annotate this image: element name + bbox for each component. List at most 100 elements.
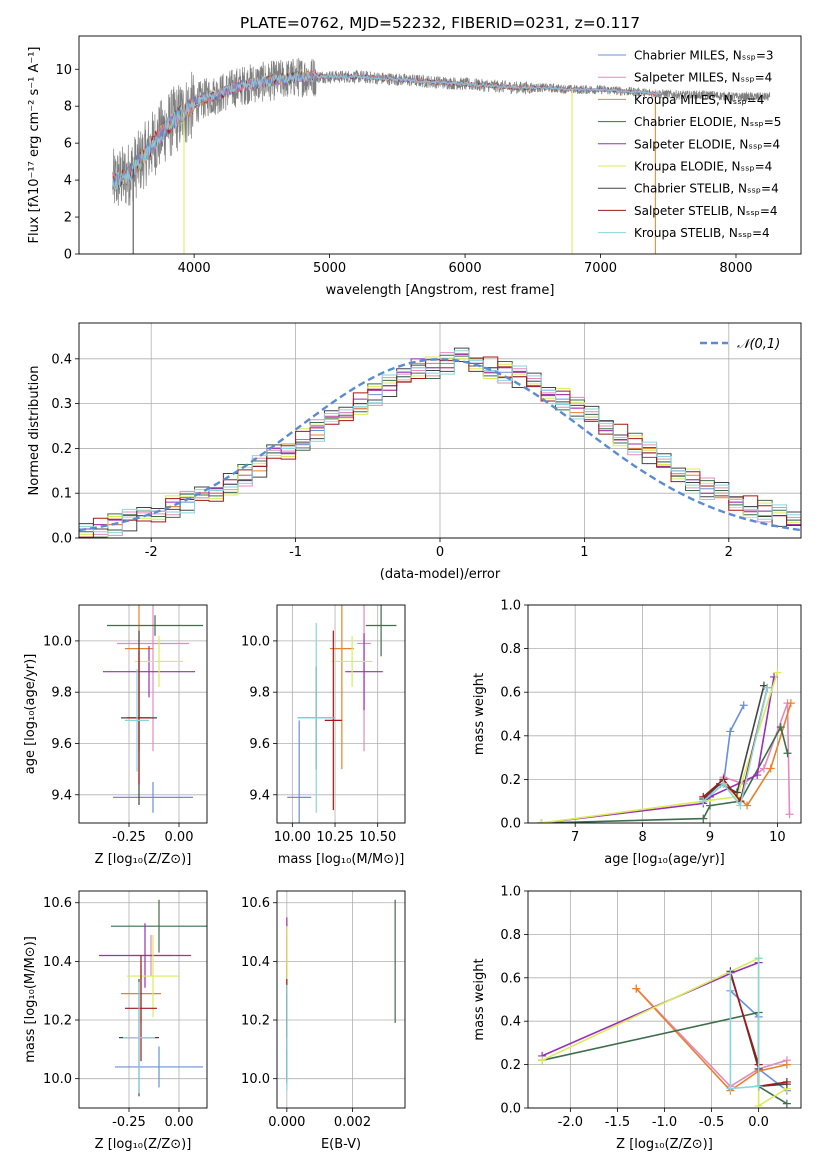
plus-marker xyxy=(759,764,768,773)
plus-marker xyxy=(782,1077,791,1086)
age_vs_mass-plot xyxy=(287,605,397,823)
mass_weight_vs_Z-plot xyxy=(538,954,791,1108)
tick-label-x: 7000 xyxy=(584,261,617,276)
plus-marker xyxy=(699,814,708,823)
plus-marker xyxy=(753,771,762,780)
tick-label-y: 1.0 xyxy=(500,885,521,900)
x-axis-label: age [log₁₀(age/yr)] xyxy=(604,852,725,867)
plus-marker xyxy=(719,779,728,788)
plus-marker xyxy=(754,954,763,963)
mass_vs_Z-plot xyxy=(99,899,207,1097)
plus-marker xyxy=(785,810,794,819)
x-axis-label: Z [log₁₀(Z/Z⊙)] xyxy=(95,852,192,867)
tick-label-y: 10.0 xyxy=(241,1072,270,1087)
plus-marker xyxy=(726,1084,735,1093)
mass_vs_Z-panel: -0.25 0.00 10.0 10.2 10.4 10.6 Z [log₁₀(Z/Z⊙)]… xyxy=(23,890,208,1152)
mass_weight_vs_age-plot xyxy=(537,668,795,823)
figure-title: PLATE=0762, MJD=52232, FIBERID=0231, z=0… xyxy=(240,14,640,32)
tick-label-y: 10.0 xyxy=(241,634,270,649)
tick-label-y: 0.4 xyxy=(500,1015,521,1030)
tick-label-x: -0.25 xyxy=(112,1115,146,1130)
tick-label-y: 9.6 xyxy=(51,737,72,752)
legend-label: Chabrier STELIB, Nₛₛₚ=4 xyxy=(634,182,779,196)
tick-label-y: 0.4 xyxy=(51,352,72,367)
tick-label-y: 0.0 xyxy=(500,1102,521,1117)
tick-label-y: 0.8 xyxy=(500,642,521,657)
x-axis-label: mass [log₁₀(M/M⊙)] xyxy=(278,852,405,867)
histogram-step xyxy=(79,350,801,538)
x-axis-label: Z [log₁₀(Z/Z⊙)] xyxy=(616,1137,713,1152)
y-axis-label: age [log₁₀(age/yr)] xyxy=(23,654,38,775)
plus-marker xyxy=(763,683,772,692)
tick-label-y: 9.4 xyxy=(51,788,72,803)
plus-marker xyxy=(766,764,775,773)
legend-label: Salpeter STELIB, Nₛₛₚ=4 xyxy=(634,204,778,218)
age_vs_Z-panel: -0.25 0.00 9.4 9.6 9.8 10.0 Z [log₁₀(Z/Z⊙)] age… xyxy=(23,604,208,867)
plus-marker xyxy=(537,819,546,823)
y-axis-label: mass weight xyxy=(472,673,487,755)
y-axis-label: Flux [fλ10⁻¹⁷ erg cm⁻² s⁻¹ A⁻¹] xyxy=(27,47,42,244)
plus-marker xyxy=(739,701,748,710)
mass_weight_vs_age-panel: 7 8 9 10 0.0 0.2 0.4 0.6 0.8 1.0 age [log₁₀(age/yr… xyxy=(472,599,802,867)
tick-label-x: 10.50 xyxy=(359,830,396,845)
tick-label-x: 10.00 xyxy=(274,830,311,845)
spectrum-plot xyxy=(112,58,771,254)
tick-label-y: 6 xyxy=(64,137,72,152)
age_vs_Z-plot xyxy=(103,605,203,813)
tick-label-x: 6000 xyxy=(449,261,482,276)
tick-label-y: 10.2 xyxy=(241,1014,270,1029)
plus-marker xyxy=(754,1101,763,1108)
tick-label-y: 0.2 xyxy=(500,1058,521,1073)
axes-frame xyxy=(78,35,802,255)
tick-label-y: 10.2 xyxy=(43,1014,72,1029)
tick-label-x: -1.5 xyxy=(605,1115,630,1130)
residuals-plot xyxy=(79,347,801,538)
y-axis-label: Normed distribution xyxy=(27,366,42,496)
axes-frame xyxy=(78,604,208,824)
tick-label-y: 2 xyxy=(64,211,72,226)
tick-label-x: 4000 xyxy=(178,261,211,276)
tick-label-x: -1.0 xyxy=(652,1115,677,1130)
mass_vs_EBV-plot xyxy=(286,899,396,1091)
axes-frame xyxy=(527,604,802,824)
model-line xyxy=(112,71,662,189)
legend-label: Kroupa ELODIE, Nₛₛₚ=4 xyxy=(634,160,772,174)
mass-weight-line xyxy=(541,724,789,823)
model-line xyxy=(112,71,662,190)
plus-marker xyxy=(786,699,795,708)
legend-label: Chabrier MILES, Nₛₛₚ=3 xyxy=(634,49,774,63)
mass-weight-line xyxy=(635,988,788,1088)
plus-marker xyxy=(699,797,708,806)
legend-label: Salpeter ELODIE, Nₛₛₚ=4 xyxy=(634,137,780,151)
x-axis-label: E(B-V) xyxy=(321,1137,361,1152)
tick-label-y: 9.6 xyxy=(249,737,270,752)
mass_vs_EBV-panel: 0.000 0.002 10.0 10.2 10.4 10.6 E(B-V) xyxy=(241,890,406,1152)
tick-label-x: 0.0 xyxy=(748,1115,769,1130)
tick-label-y: 0.1 xyxy=(51,487,72,502)
plus-marker xyxy=(726,727,735,736)
plus-marker xyxy=(632,984,641,993)
tick-label-y: 0 xyxy=(64,248,72,263)
tick-label-x: -2.0 xyxy=(558,1115,583,1130)
tick-label-y: 0.6 xyxy=(500,971,521,986)
tick-label-x: -1 xyxy=(289,545,302,560)
age_vs_mass-panel: 10.00 10.25 10.50 9.4 9.6 9.8 10.0 mass [log₁₀(… xyxy=(241,604,406,867)
tick-label-x: 0.002 xyxy=(334,1115,371,1130)
tick-label-x: 8000 xyxy=(719,261,752,276)
x-axis-label: wavelength [Angstrom, rest frame] xyxy=(326,283,555,298)
y-axis-label: mass weight xyxy=(472,958,487,1040)
tick-label-y: 0.2 xyxy=(51,442,72,457)
axes-frame xyxy=(78,890,208,1109)
tick-label-x: 2 xyxy=(725,545,733,560)
x-axis-label: (data-model)/error xyxy=(380,567,501,582)
tick-label-y: 0.3 xyxy=(51,397,72,412)
tick-label-y: 10.4 xyxy=(241,955,270,970)
tick-label-y: 10.0 xyxy=(43,1072,72,1087)
plus-marker xyxy=(538,1056,547,1065)
mass-weight-line xyxy=(702,687,769,808)
mass-weight-line xyxy=(702,687,769,804)
plus-marker xyxy=(773,668,782,677)
mass_weight_vs_Z-panel: -2.0 -1.5 -1.0 -0.5 0.0 0.0 0.2 0.4 0.6 0.8 1.0 Z [… xyxy=(472,885,802,1152)
plus-marker xyxy=(783,749,792,758)
